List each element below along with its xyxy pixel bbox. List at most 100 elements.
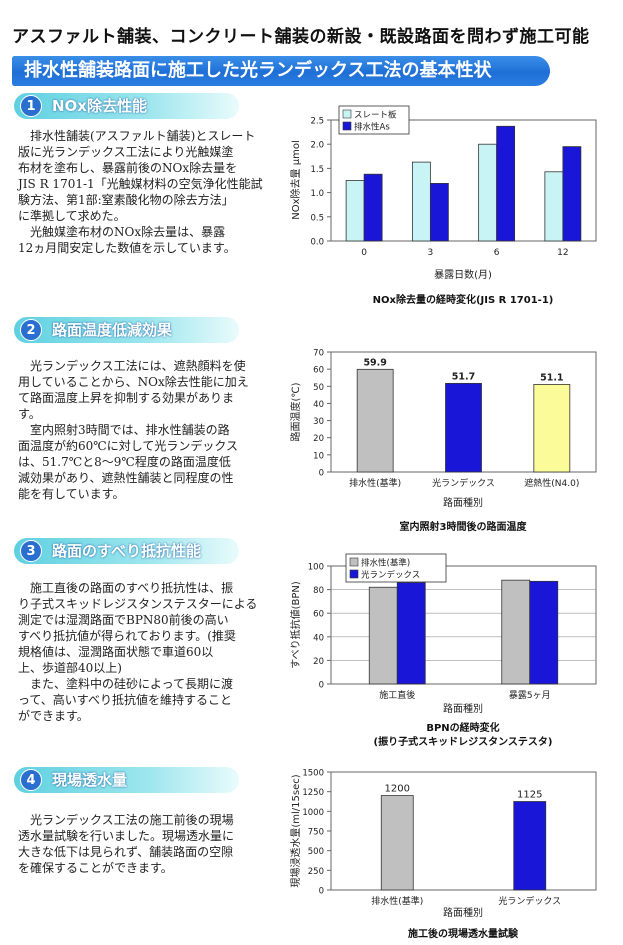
section-2-title: 路面温度低減効果 xyxy=(52,321,173,339)
legend-swatch xyxy=(349,569,359,579)
x-tick-label: 暴露5ヶ月 xyxy=(509,690,551,701)
section-4-text: 光ランデックス工法の施工前後の現場 透水量試験を行いました。現場透水量に 大きな… xyxy=(18,813,235,875)
x-tick-label: 光ランデックス xyxy=(432,477,495,489)
y-axis-label: 路面温度(℃) xyxy=(289,382,302,441)
y-tick-label: 40 xyxy=(313,400,324,410)
x-tick-label: 12 xyxy=(557,248,568,258)
y-tick-label: 2.0 xyxy=(310,141,324,151)
y-tick-label: 500 xyxy=(308,847,324,857)
bar xyxy=(513,801,547,891)
section-3-text: 施工直後の路面のすべり抵抗性は、振 り子式スキッドレジスタンステスターによる 測… xyxy=(18,581,258,723)
y-tick-label: 60 xyxy=(313,610,324,620)
road-temperature-chart: 0 10 20 30 40 50 60 70 排水性(基準) 59.9 光ランデックス 51.7 遮熱性… xyxy=(289,349,597,533)
y-tick-label: 80 xyxy=(313,586,324,596)
chart-title: BPNの経時変化 xyxy=(426,721,499,734)
y-tick-label: 2.5 xyxy=(310,117,324,127)
section-2-number: 2 xyxy=(20,319,42,341)
y-tick-label: 0 xyxy=(319,681,324,691)
y-tick-label: 1.5 xyxy=(310,165,324,175)
x-axis-label: 路面種別 xyxy=(443,496,483,509)
y-tick-label: 0.0 xyxy=(310,238,324,248)
bar xyxy=(544,171,564,242)
data-label: 51.7 xyxy=(452,371,475,382)
legend-label: スレート板 xyxy=(354,110,397,121)
y-tick-label: 40 xyxy=(313,633,324,643)
y-tick-label: 750 xyxy=(308,828,324,838)
chart-title: 室内照射3時間後の路面温度 xyxy=(400,520,528,533)
bar xyxy=(533,384,571,473)
section-3-number: 3 xyxy=(20,540,42,562)
data-label: 1200 xyxy=(385,784,410,795)
section-1-text: 排水性舗装(アスファルト舗装)とスレート 版に光ランデックス工法により光触媒塗 … xyxy=(18,129,263,255)
bar xyxy=(345,180,365,242)
section-1-header: 1 NOx除去性能 xyxy=(14,93,239,119)
y-tick-label: 1500 xyxy=(302,769,324,779)
x-tick-label: 排水性(基準) xyxy=(371,895,423,907)
y-axis-label: 現場浸透水量(ml/15sec) xyxy=(289,774,302,887)
bar xyxy=(496,125,516,242)
y-axis-label: NOx除去量 μmol xyxy=(289,140,302,219)
legend-swatch xyxy=(349,557,359,567)
y-tick-label: 250 xyxy=(308,867,324,877)
bar xyxy=(501,579,531,685)
bar xyxy=(562,146,582,242)
chart-title: 施工後の現場透水量試験 xyxy=(408,927,519,940)
y-tick-label: 50 xyxy=(313,383,324,393)
bar xyxy=(363,173,383,242)
section-4-title: 現場透水量 xyxy=(52,771,128,789)
legend-swatch xyxy=(342,109,352,119)
x-tick-label: 6 xyxy=(494,248,500,258)
y-tick-label: 10 xyxy=(313,451,324,461)
y-tick-label: 0.5 xyxy=(310,213,324,223)
section-3-title: 路面のすべり抵抗性能 xyxy=(52,542,201,560)
page-banner: 排水性舗装路面に施工した光ランデックス工法の基本性状 xyxy=(12,56,550,86)
y-tick-label: 1000 xyxy=(302,808,324,818)
data-label: 59.9 xyxy=(363,357,386,368)
bar xyxy=(445,382,482,473)
data-label: 1125 xyxy=(517,790,542,801)
bar xyxy=(368,586,398,685)
bar xyxy=(529,580,559,685)
plot-area xyxy=(330,771,597,891)
section-4-number: 4 xyxy=(20,769,42,791)
data-label: 51.1 xyxy=(540,372,563,383)
y-tick-label: 30 xyxy=(313,417,324,427)
bar xyxy=(411,161,431,242)
y-tick-label: 1.0 xyxy=(310,189,324,199)
section-4-header: 4 現場透水量 xyxy=(14,767,239,793)
x-tick-label: 施工直後 xyxy=(379,689,415,701)
bar xyxy=(356,368,394,473)
legend-label: 排水性(基準) xyxy=(361,558,410,569)
permeability-chart: 0 250 500 750 1000 1250 1500 排水性(基準) 1200 光ランデックス… xyxy=(289,769,597,940)
section-2-text: 光ランデックス工法には、遮熱顔料を使 用していることから、NOx除去性能に加え … xyxy=(18,359,249,501)
legend-swatch xyxy=(342,121,352,131)
chart-subtitle: (振り子式スキッドレジスタンステスタ) xyxy=(374,735,553,748)
section-2-header: 2 路面温度低減効果 xyxy=(14,317,239,343)
x-axis-label: 路面種別 xyxy=(443,702,483,715)
section-3-header: 3 路面のすべり抵抗性能 xyxy=(14,538,239,564)
x-tick-label: 遮熱性(N4.0) xyxy=(524,477,579,489)
x-tick-label: 排水性(基準) xyxy=(349,477,401,489)
section-1-number: 1 xyxy=(20,95,42,117)
y-tick-label: 100 xyxy=(308,563,324,573)
chart-title: NOx除去量の経時変化(JIS R 1701-1) xyxy=(373,293,554,306)
y-tick-label: 60 xyxy=(313,366,324,376)
x-tick-label: 3 xyxy=(428,248,434,258)
page-headline: アスファルト舗装、コンクリート舗装の新設・既設路面を問わず施工可能 xyxy=(12,27,590,47)
y-tick-label: 0 xyxy=(319,469,324,479)
x-tick-label: 0 xyxy=(361,248,367,258)
legend-label: 光ランデックス xyxy=(361,570,420,581)
legend-label: 排水性As xyxy=(354,122,390,133)
legend-box xyxy=(345,553,447,583)
bar xyxy=(478,143,498,242)
y-tick-label: 70 xyxy=(313,349,324,359)
x-tick-label: 光ランデックス xyxy=(498,895,561,907)
x-axis-label: 暴露日数(月) xyxy=(434,268,492,281)
section-1-title: NOx除去性能 xyxy=(52,97,147,115)
y-tick-label: 0 xyxy=(319,887,324,897)
x-axis-label: 路面種別 xyxy=(443,906,483,919)
y-tick-label: 20 xyxy=(313,657,324,667)
y-tick-label: 1250 xyxy=(302,788,324,798)
